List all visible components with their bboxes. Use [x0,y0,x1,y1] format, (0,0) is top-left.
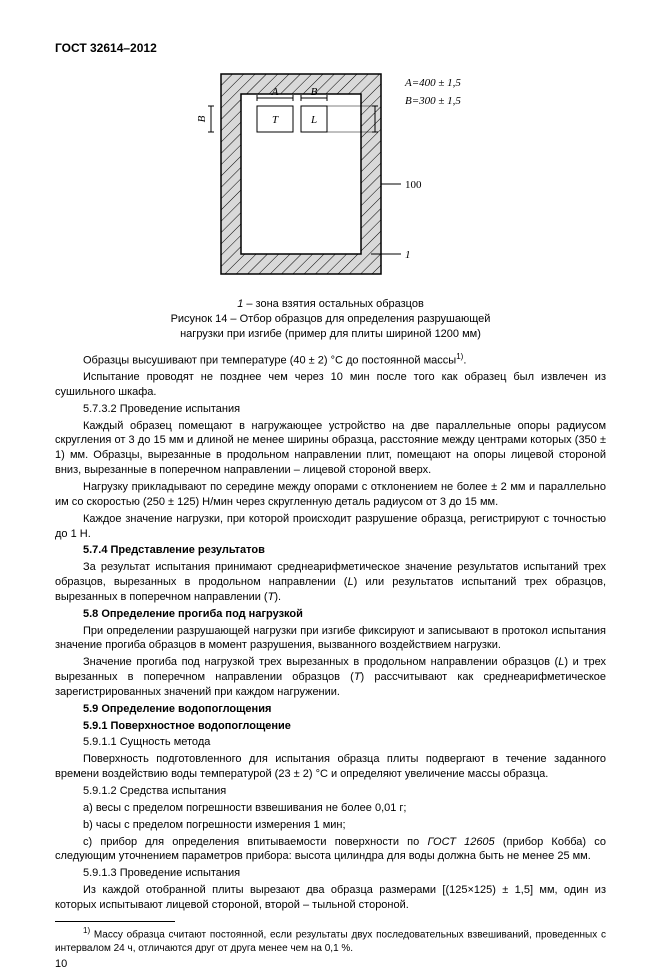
paragraph: При определении разрушающей нагрузки при… [55,624,606,654]
svg-text:B: B [310,86,317,98]
paragraph: 5.9.1.2 Средства испытания [55,784,606,799]
paragraph: 5.9.1.3 Проведение испытания [55,866,606,881]
svg-text:L: L [309,114,316,126]
footnote-separator [55,921,175,922]
paragraph: 5.9 Определение водопоглощения [55,702,606,717]
caption-line-2: Рисунок 14 – Отбор образцов для определе… [55,312,606,327]
paragraph: Каждый образец помещают в нагружающее ус… [55,419,606,478]
svg-text:A: A [270,86,278,98]
paragraph: a) весы с пределом погрешности взвешиван… [55,801,606,816]
paragraph: Нагрузку прикладывают по середине между … [55,480,606,510]
document-header: ГОСТ 32614–2012 [55,40,606,56]
svg-text:T: T [271,114,278,126]
paragraph: Из каждой отобранной плиты вырезают два … [55,883,606,913]
paragraph: b) часы с пределом погрешности измерения… [55,818,606,833]
svg-text:1: 1 [405,249,411,261]
paragraph: 5.8 Определение прогиба под нагрузкой [55,607,606,622]
svg-text:A=400 ± 1,5: A=400 ± 1,5 [404,77,461,89]
paragraph: Образцы высушивают при температуре (40 ±… [55,352,606,369]
paragraph: Испытание проводят не позднее чем через … [55,370,606,400]
footnote: 1) Массу образца считают постоянной, есл… [55,926,606,955]
svg-text:B=300 ± 1,5: B=300 ± 1,5 [405,95,461,107]
svg-text:B: B [196,116,208,123]
caption-rest-1: – зона взятия остальных образцов [243,298,423,310]
paragraph: c) прибор для определения впитываемости … [55,835,606,865]
paragraph: Поверхность подготовленного для испытани… [55,752,606,782]
page: ГОСТ 32614–2012 T L A B B 100 1 A=400 ± 1,5 B=30… [0,0,661,936]
paragraph: Значение прогиба под нагрузкой трех выре… [55,655,606,700]
paragraph: 5.9.1 Поверхностное водопоглощение [55,719,606,734]
figure-container: T L A B B 100 1 A=400 ± 1,5 B=300 ± 1,5 [55,66,606,291]
svg-text:100: 100 [405,179,422,191]
body-text: Образцы высушивают при температуре (40 ±… [55,352,606,913]
caption-line-3: нагрузки при изгибе (пример для плиты ши… [55,327,606,342]
figure-14: T L A B B 100 1 A=400 ± 1,5 B=300 ± 1,5 [161,66,501,286]
page-number: 10 [55,957,606,972]
figure-caption: 1 – зона взятия остальных образцов Рисун… [55,297,606,342]
paragraph: 5.7.4 Представление результатов [55,543,606,558]
paragraph: Каждое значение нагрузки, при которой пр… [55,512,606,542]
paragraph: За результат испытания принимают среднеа… [55,560,606,605]
footnote-text: Массу образца считают постоянной, если р… [55,929,606,954]
caption-line-1: 1 – зона взятия остальных образцов [55,297,606,312]
paragraph: 5.9.1.1 Сущность метода [55,735,606,750]
paragraph: 5.7.3.2 Проведение испытания [55,402,606,417]
